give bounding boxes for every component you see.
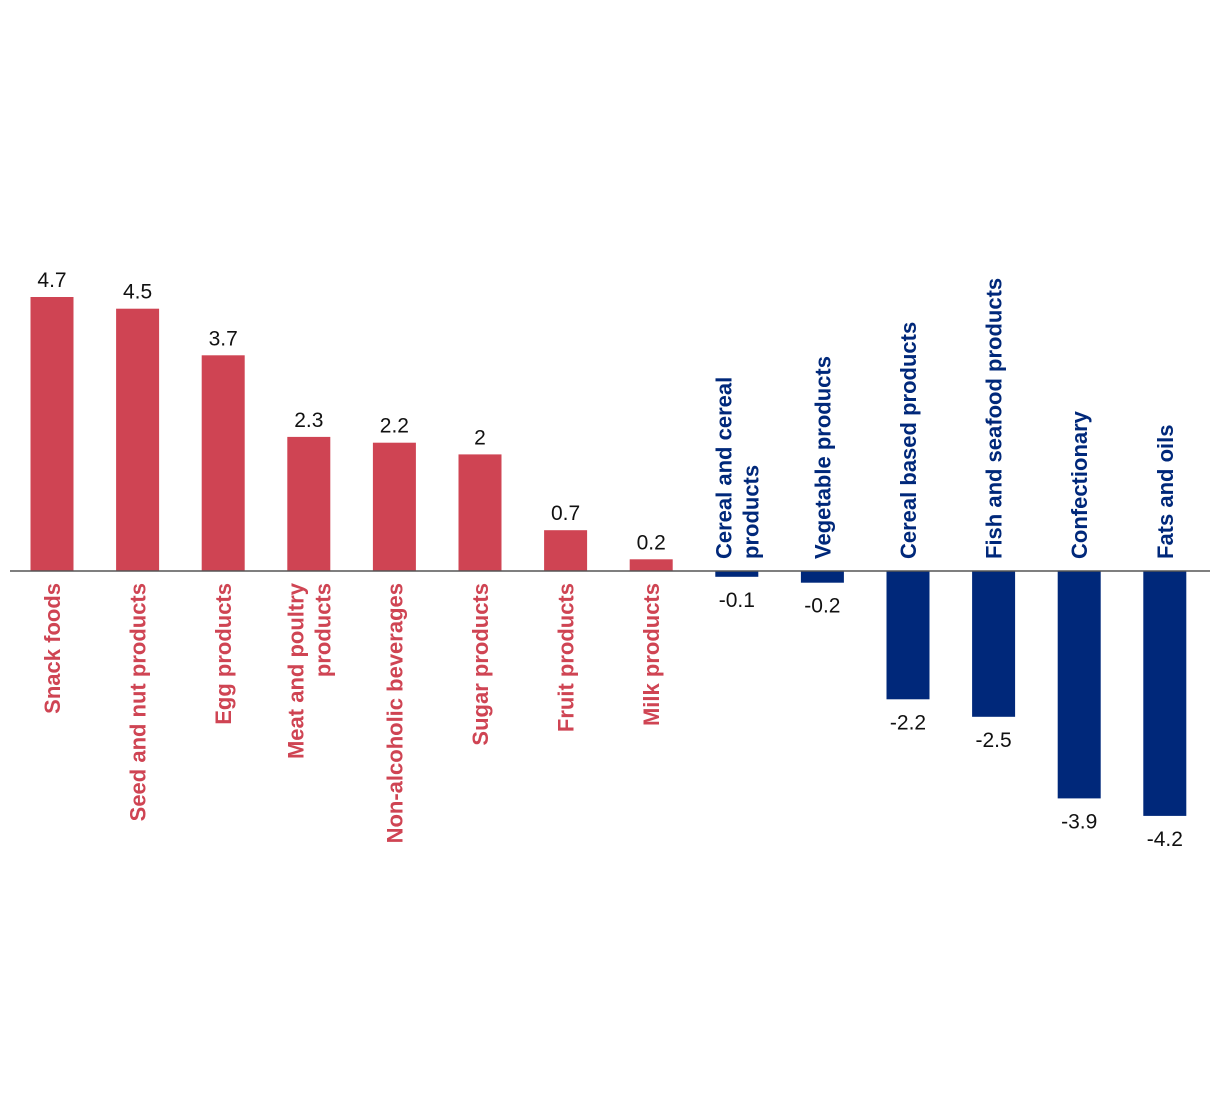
category-label-4: Non-alcoholic beverages	[382, 583, 407, 843]
category-label-line: Cereal based products	[896, 322, 921, 559]
value-label-7: 0.2	[637, 531, 666, 554]
category-label-8: Cereal and cerealproducts	[711, 377, 763, 559]
category-label-line: Sugar products	[468, 583, 493, 746]
value-label-13: -4.2	[1147, 828, 1183, 851]
value-label-9: -0.2	[804, 595, 840, 618]
bar-0	[30, 297, 74, 571]
bar-9	[800, 571, 844, 583]
bar-2	[201, 355, 245, 571]
category-label-0: Snack foods	[40, 583, 65, 714]
value-label-5: 2	[474, 426, 486, 449]
value-label-3: 2.3	[294, 409, 323, 432]
category-label-line: Egg products	[211, 583, 236, 725]
category-label-line: Non-alcoholic beverages	[382, 583, 407, 843]
bar-1	[116, 308, 160, 571]
category-label-line: products	[738, 465, 763, 559]
value-label-1: 4.5	[123, 281, 152, 304]
bar-5	[458, 454, 502, 571]
category-label-line: Fats and oils	[1153, 425, 1178, 559]
category-label-line: Vegetable products	[810, 356, 835, 559]
category-label-13: Fats and oils	[1153, 425, 1178, 559]
value-label-10: -2.2	[890, 711, 926, 734]
category-label-10: Cereal based products	[896, 322, 921, 559]
category-label-line: Fish and seafood products	[982, 278, 1007, 559]
value-label-11: -2.5	[976, 729, 1012, 752]
category-label-12: Confectionary	[1067, 410, 1092, 559]
bar-12	[1057, 571, 1101, 799]
bar-7	[629, 559, 673, 571]
category-label-line: Snack foods	[40, 583, 65, 714]
category-label-line: products	[310, 583, 335, 677]
value-label-0: 4.7	[37, 269, 66, 292]
value-label-2: 3.7	[209, 327, 238, 350]
bar-3	[287, 436, 331, 571]
bar-10	[886, 571, 930, 700]
value-label-12: -3.9	[1061, 810, 1097, 833]
category-label-line: Seed and nut products	[126, 583, 151, 821]
category-label-6: Fruit products	[554, 583, 579, 732]
category-label-2: Egg products	[211, 583, 236, 725]
category-label-line: Confectionary	[1067, 410, 1092, 559]
category-label-7: Milk products	[639, 583, 664, 726]
bar-8	[715, 571, 759, 577]
category-label-3: Meat and poultryproducts	[283, 582, 335, 759]
category-label-1: Seed and nut products	[126, 583, 151, 821]
category-label-line: Cereal and cereal	[711, 377, 736, 559]
bar-11	[972, 571, 1016, 717]
category-label-5: Sugar products	[468, 583, 493, 746]
category-label-line: Fruit products	[554, 583, 579, 732]
value-label-4: 2.2	[380, 415, 409, 438]
category-label-11: Fish and seafood products	[982, 278, 1007, 559]
value-label-6: 0.7	[551, 502, 580, 525]
bar-6	[544, 530, 588, 571]
bar-13	[1143, 571, 1187, 816]
category-label-line: Milk products	[639, 583, 664, 726]
bar-4	[372, 442, 416, 571]
category-label-line: Meat and poultry	[283, 582, 308, 759]
category-label-9: Vegetable products	[810, 356, 835, 559]
value-label-8: -0.1	[719, 589, 755, 612]
